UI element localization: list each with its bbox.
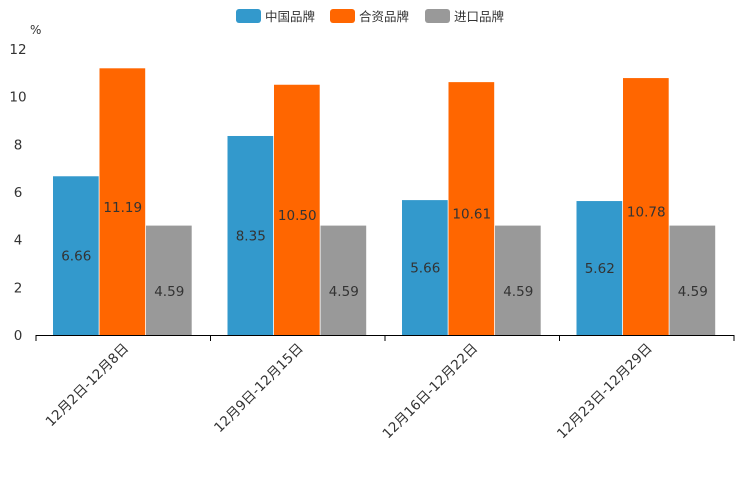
bar-value-label: 4.59 <box>154 284 184 300</box>
legend-swatch <box>330 9 355 23</box>
x-tick-label: 12月16日-12月22日 <box>380 341 482 443</box>
bar-value-label: 10.61 <box>452 207 491 223</box>
bar[interactable] <box>99 68 146 336</box>
y-axis: 0 2 4 6 8 10 12 <box>9 42 26 344</box>
bar-value-label: 5.66 <box>410 261 440 277</box>
y-tick-label: 8 <box>14 137 23 153</box>
bar-value-label: 4.59 <box>503 284 533 300</box>
bar-value-label: 10.50 <box>278 208 317 224</box>
bar-value-label: 6.66 <box>61 249 91 265</box>
bar[interactable] <box>448 82 495 336</box>
bar[interactable] <box>53 176 99 335</box>
x-axis: 12月2日-12月8日 12月9日-12月15日 12月16日-12月22日 12月2… <box>35 335 735 443</box>
legend-swatch <box>425 9 450 23</box>
y-tick-label: 4 <box>14 233 23 249</box>
bar[interactable] <box>227 135 274 335</box>
y-tick-label: 10 <box>9 90 26 106</box>
bar[interactable] <box>402 200 448 335</box>
bar[interactable] <box>669 225 716 335</box>
x-tick-label: 12月2日-12月8日 <box>43 341 132 430</box>
y-axis-label: % <box>30 23 41 37</box>
legend-swatch <box>236 9 261 23</box>
bar[interactable] <box>576 201 623 335</box>
y-tick-label: 6 <box>14 185 23 201</box>
y-tick-label: 12 <box>9 42 26 58</box>
bar-value-label: 8.35 <box>236 228 266 244</box>
legend-item[interactable]: 合资品牌 <box>330 9 409 24</box>
x-tick-label: 12月23日-12月29日 <box>554 341 656 443</box>
legend-item[interactable]: 中国品牌 <box>236 9 315 24</box>
bar[interactable] <box>146 225 192 335</box>
bar-value-label: 5.62 <box>585 261 615 277</box>
bar-value-label: 11.19 <box>103 200 142 216</box>
bar[interactable] <box>274 84 320 335</box>
legend-label: 进口品牌 <box>454 9 504 24</box>
y-tick-label: 2 <box>14 280 23 296</box>
bar[interactable] <box>495 225 541 335</box>
bar-value-label: 10.78 <box>627 205 666 221</box>
bars: 6.66 11.19 4.59 8.35 10.50 4.59 5.66 10.61 4.59 5… <box>53 68 716 336</box>
bar[interactable] <box>623 78 669 336</box>
legend-label: 合资品牌 <box>359 9 409 24</box>
legend: 中国品牌 合资品牌 进口品牌 <box>236 9 504 24</box>
bar-value-label: 4.59 <box>329 284 359 300</box>
bar[interactable] <box>320 225 367 335</box>
legend-label: 中国品牌 <box>265 9 315 24</box>
y-tick-label: 0 <box>14 328 23 344</box>
legend-item[interactable]: 进口品牌 <box>425 9 504 24</box>
x-tick-label: 12月9日-12月15日 <box>211 341 306 436</box>
bar-value-label: 4.59 <box>678 284 708 300</box>
